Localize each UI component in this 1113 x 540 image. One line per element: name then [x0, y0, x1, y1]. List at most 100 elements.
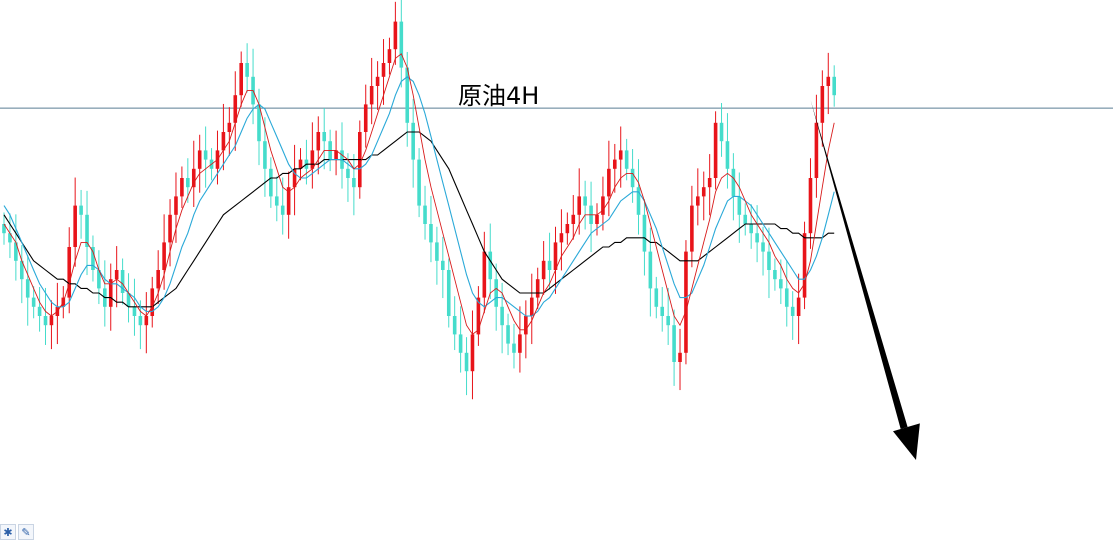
candle-body [565, 224, 570, 234]
candle-body [452, 316, 457, 335]
candle-body [8, 233, 12, 243]
candle-body [547, 260, 552, 270]
candle-body [482, 251, 487, 298]
candle-body [802, 233, 807, 298]
candle-body [559, 233, 564, 243]
moving-averages [3, 53, 835, 336]
candle-body [180, 178, 184, 197]
candle-body [334, 150, 338, 160]
candle-body [618, 150, 623, 160]
candle-body [73, 205, 77, 247]
candle-body [114, 270, 119, 280]
candle-body [25, 279, 30, 298]
wrench-icon[interactable]: ✎ [18, 524, 34, 540]
candle-body [346, 168, 350, 178]
candle-body [826, 76, 831, 86]
candle-body [737, 196, 742, 215]
candle-body [476, 297, 481, 335]
candle-body [553, 242, 558, 270]
candle-body [2, 224, 6, 234]
magnet-icon[interactable]: ✱ [0, 524, 16, 540]
candle-body [233, 95, 238, 123]
candle-body [719, 122, 724, 142]
candle-body [690, 205, 694, 252]
candle-body [280, 205, 285, 215]
candle-body [144, 316, 149, 326]
candle-body [174, 196, 178, 215]
candle-body [660, 306, 665, 316]
candle-body [470, 334, 475, 372]
candle-body [678, 352, 682, 362]
candle-body [322, 132, 327, 142]
candle-body [767, 251, 771, 270]
candle-body [713, 122, 718, 178]
candle-body [696, 196, 700, 206]
candle-body [518, 334, 522, 353]
candle-body [31, 297, 36, 307]
candle-body [79, 205, 83, 215]
candle-body [197, 150, 202, 169]
candle-body [624, 150, 629, 169]
candle-body [132, 306, 137, 316]
arrow-head [893, 423, 920, 460]
candle-body [672, 325, 676, 362]
ma-mid-line [3, 76, 835, 317]
candle-body [14, 242, 18, 261]
candle-body [352, 178, 356, 188]
candle-body [108, 279, 113, 307]
candle-body [790, 306, 795, 316]
candle-body [607, 168, 611, 197]
candle-body [239, 63, 243, 96]
candle-body [186, 178, 190, 188]
candle-body [743, 214, 748, 224]
candles [2, 0, 836, 400]
candle-body [126, 293, 131, 307]
candle-body [138, 316, 143, 326]
candle-body [654, 288, 659, 307]
candle-body [808, 178, 813, 234]
candle-body [120, 270, 125, 293]
candle-body [381, 63, 386, 77]
candle-body [755, 233, 759, 243]
candle-body [269, 168, 273, 197]
candle-body [612, 159, 617, 169]
candle-body [263, 141, 267, 169]
ma-slow-line [3, 131, 835, 308]
candle-body [310, 150, 315, 169]
candle-body [601, 196, 605, 215]
candle-body [648, 251, 653, 289]
candle-body [191, 168, 196, 188]
candle-body [577, 196, 582, 215]
candle-body [541, 260, 546, 280]
candle-body [435, 242, 439, 261]
candle-body [43, 316, 48, 326]
candle-body [411, 122, 415, 160]
candle-body [583, 196, 587, 206]
candle-body [19, 260, 24, 280]
candle-body [316, 132, 321, 151]
candle-body [298, 159, 303, 169]
candle-body [749, 224, 753, 234]
candle-body [642, 214, 647, 252]
candle-body [429, 224, 433, 243]
candle-body [393, 21, 398, 50]
ma-fast-line [3, 53, 835, 336]
candle-body [731, 168, 736, 197]
candle-body [630, 168, 635, 188]
candle-body [832, 76, 836, 96]
candle-body [387, 49, 392, 63]
candle-body [85, 214, 89, 247]
candle-body [67, 247, 72, 298]
candle-body [49, 316, 54, 326]
candle-body [417, 159, 421, 206]
projection-arrow[interactable] [810, 99, 920, 460]
candle-body [458, 334, 463, 353]
candle-body [405, 67, 410, 123]
arrow-shaft [810, 99, 908, 430]
candle-body [37, 306, 42, 316]
candle-body [363, 104, 368, 132]
candle-body [796, 297, 801, 316]
candle-body [156, 270, 160, 289]
candle-body [512, 343, 516, 353]
